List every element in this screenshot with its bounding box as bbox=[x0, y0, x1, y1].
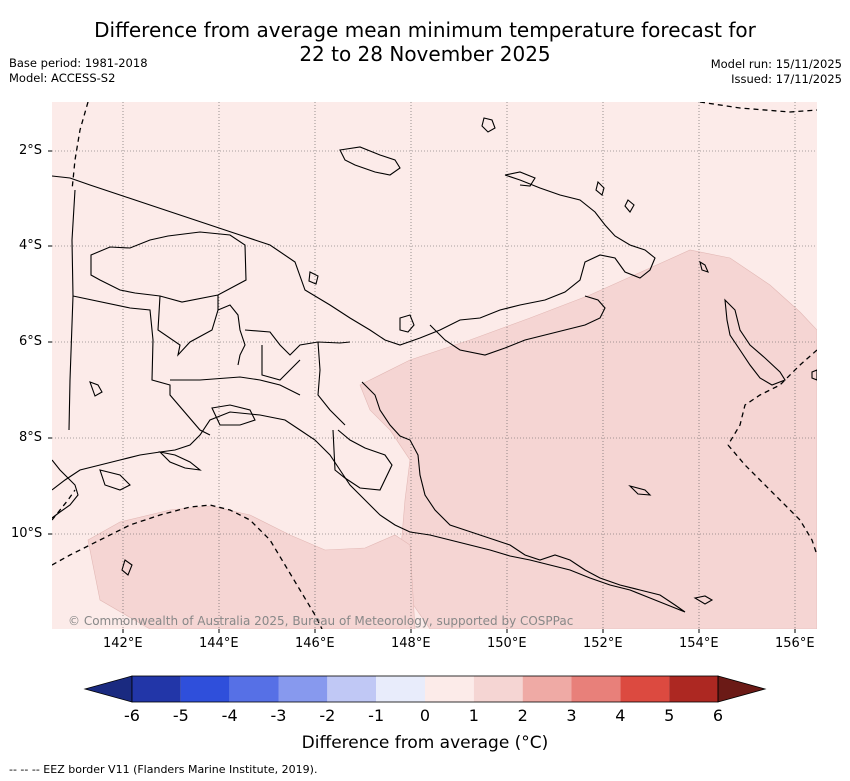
colorbar-tick-label: -5 bbox=[172, 706, 189, 725]
chart-title: Difference from average mean minimum tem… bbox=[0, 18, 850, 66]
meta-left: Base period: 1981-2018 Model: ACCESS-S2 bbox=[9, 56, 148, 86]
colorbar-tick-label: 2 bbox=[517, 706, 528, 725]
warm-anomaly-region-southwest bbox=[87, 505, 416, 629]
colorbar-tick-label: 1 bbox=[468, 706, 479, 725]
colorbar-tick-label: 3 bbox=[566, 706, 577, 725]
lon-label: 146°E bbox=[295, 636, 335, 651]
title-line-1: Difference from average mean minimum tem… bbox=[94, 18, 756, 42]
colorbar-tick-label: -2 bbox=[319, 706, 336, 725]
lon-label: 142°E bbox=[103, 636, 143, 651]
colorbar-tick-label: 4 bbox=[615, 706, 626, 725]
lon-label: 152°E bbox=[583, 636, 623, 651]
lat-label: 10°S bbox=[11, 526, 43, 541]
colorbar-tick-label: -3 bbox=[270, 706, 287, 725]
colorbar-segment bbox=[522, 676, 572, 702]
lon-label: 148°E bbox=[391, 636, 431, 651]
colorbar-segment bbox=[229, 676, 279, 702]
colorbar-tick-label: 5 bbox=[664, 706, 675, 725]
lon-label: 154°E bbox=[679, 636, 719, 651]
model-text: Model: ACCESS-S2 bbox=[9, 71, 116, 85]
colorbar-over-triangle bbox=[717, 675, 767, 703]
colorbar-segment bbox=[376, 676, 425, 702]
colorbar-segment bbox=[132, 676, 181, 702]
lat-label: 6°S bbox=[19, 334, 43, 349]
colorbar-segment bbox=[425, 676, 474, 702]
footnote: -- -- -- EEZ border V11 (Flanders Marine… bbox=[9, 763, 318, 776]
colorbar-tick-label: -1 bbox=[368, 706, 385, 725]
map-ticks bbox=[48, 150, 796, 633]
colorbar-segment bbox=[473, 676, 523, 702]
colorbar-tick-label: -6 bbox=[124, 706, 140, 725]
issued-text: Issued: 17/11/2025 bbox=[731, 72, 842, 86]
lon-label: 144°E bbox=[199, 636, 239, 651]
colorbar-segment bbox=[571, 676, 621, 702]
warm-anomaly-region-east bbox=[359, 249, 817, 629]
lon-label: 150°E bbox=[487, 636, 527, 651]
lon-label: 156°E bbox=[775, 636, 815, 651]
lat-label: 4°S bbox=[19, 238, 43, 253]
colorbar-tick-label: 0 bbox=[419, 706, 431, 725]
colorbar-segment bbox=[180, 676, 230, 702]
model-run-text: Model run: 15/11/2025 bbox=[710, 57, 842, 71]
colorbar-under-triangle bbox=[83, 675, 133, 703]
colorbar-tick-label: -4 bbox=[221, 706, 238, 725]
copyright-notice: © Commonwealth of Australia 2025, Bureau… bbox=[68, 614, 574, 628]
colorbar-segment bbox=[669, 676, 718, 702]
colorbar-segment bbox=[620, 676, 670, 702]
coastlines bbox=[52, 117, 817, 613]
title-line-2: 22 to 28 November 2025 bbox=[299, 42, 551, 66]
colorbar-tick-label: 6 bbox=[712, 706, 724, 725]
colorbar-border bbox=[131, 675, 719, 703]
colorbar-segment bbox=[278, 676, 328, 702]
lat-label: 8°S bbox=[19, 430, 43, 445]
base-period-text: Base period: 1981-2018 bbox=[9, 56, 148, 70]
meta-right: Model run: 15/11/2025 Issued: 17/11/2025 bbox=[711, 57, 842, 87]
colorbar-segment bbox=[327, 676, 377, 702]
colorbar-title: Difference from average (°C) bbox=[301, 733, 549, 753]
eez-borders bbox=[52, 102, 817, 629]
colorbar bbox=[83, 675, 767, 703]
lat-label: 2°S bbox=[19, 143, 43, 158]
